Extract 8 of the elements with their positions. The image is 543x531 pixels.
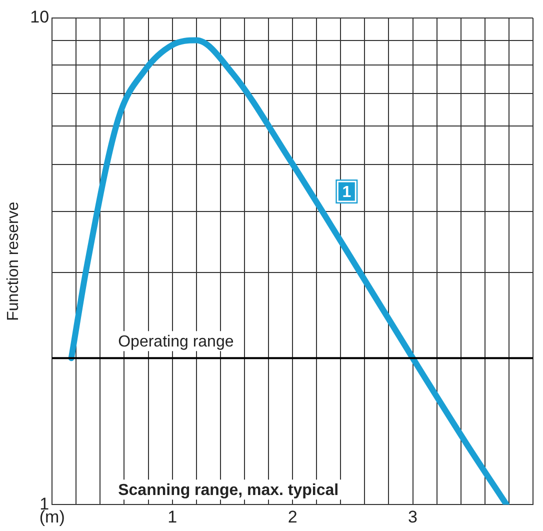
x-tick-label: 3 (408, 507, 418, 526)
y-tick-label: 10 (30, 8, 50, 27)
annotation: Scanning range, max. typical (118, 482, 339, 500)
annotation: 1 (342, 184, 352, 201)
x-tick-label: 2 (288, 507, 298, 526)
x-tick-label: 1 (168, 507, 178, 526)
y-axis-title: Function reserve (5, 202, 22, 321)
ref-line-label: Operating range (118, 334, 234, 351)
